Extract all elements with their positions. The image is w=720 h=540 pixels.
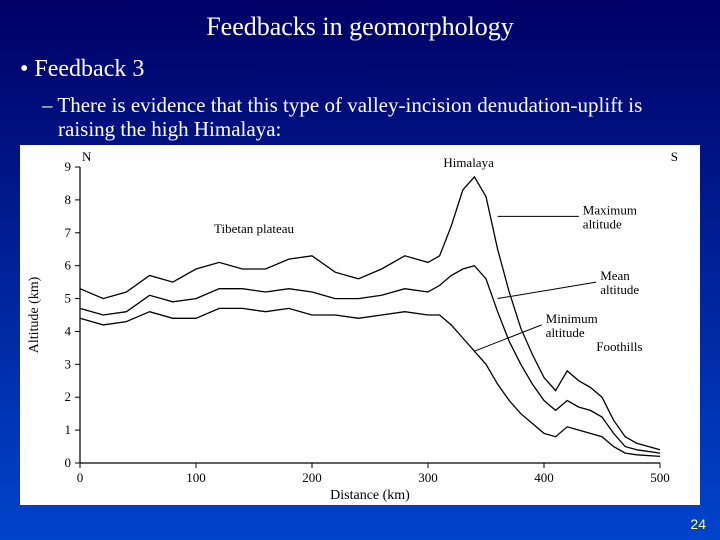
bullet-level2: There is evidence that this type of vall… xyxy=(0,83,720,141)
series-label: altitude xyxy=(583,216,622,231)
leader-line xyxy=(474,325,541,351)
series-label: Maximum xyxy=(583,202,637,217)
y-tick-label: 6 xyxy=(65,258,72,273)
y-tick-label: 5 xyxy=(65,291,72,306)
slide-number: 24 xyxy=(690,516,706,532)
chart-svg: 0 100 200 300 400 500 0 1 2 3 4 5 6 7 8 9 Distance (km) A… xyxy=(20,145,700,505)
altitude-profile-chart: 0 100 200 300 400 500 0 1 2 3 4 5 6 7 8 9 Distance (km) A… xyxy=(20,145,700,505)
y-tick-label: 2 xyxy=(65,389,72,404)
series-label: altitude xyxy=(546,325,585,340)
x-tick-label: 500 xyxy=(650,470,670,485)
annotation: Himalaya xyxy=(443,155,494,170)
y-tick-label: 0 xyxy=(65,455,72,470)
series-label: Minimum xyxy=(546,311,598,326)
leader-line xyxy=(498,282,597,298)
south-label: S xyxy=(671,149,678,164)
y-tick-label: 7 xyxy=(65,225,72,240)
y-tick-label: 8 xyxy=(65,192,72,207)
annotation: Tibetan plateau xyxy=(214,221,295,236)
x-tick-label: 200 xyxy=(302,470,322,485)
slide-title: Feedbacks in geomorphology xyxy=(0,0,720,42)
series-mean xyxy=(80,266,660,453)
annotation: Foothills xyxy=(596,339,642,354)
x-tick-label: 100 xyxy=(186,470,206,485)
y-tick-label: 1 xyxy=(65,422,72,437)
bullet-level1: Feedback 3 xyxy=(0,42,720,83)
x-tick-label: 400 xyxy=(534,470,554,485)
x-tick-label: 300 xyxy=(418,470,438,485)
series-label: Mean xyxy=(600,268,630,283)
north-label: N xyxy=(82,149,92,164)
y-tick-label: 9 xyxy=(65,159,72,174)
x-axis-label: Distance (km) xyxy=(330,488,410,503)
series-label: altitude xyxy=(600,282,639,297)
x-tick-label: 0 xyxy=(77,470,84,485)
y-axis-label: Altitude (km) xyxy=(27,276,42,353)
y-tick-label: 3 xyxy=(65,356,72,371)
y-tick-label: 4 xyxy=(65,323,72,338)
